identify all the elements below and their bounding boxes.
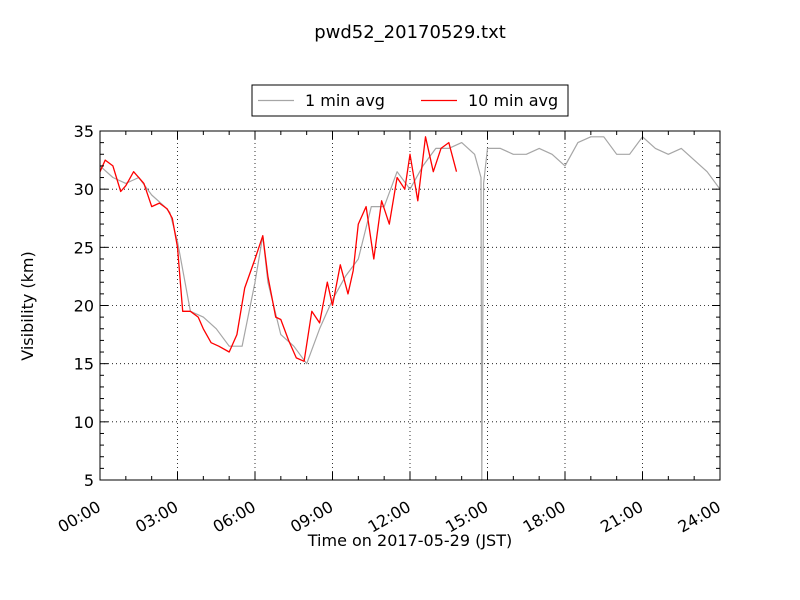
y-tick-label: 20 [74,297,94,316]
legend-label-1min: 1 min avg [305,91,385,110]
y-tick-label: 25 [74,238,94,257]
x-tick-label: 18:00 [520,497,569,537]
chart-title: pwd52_20170529.txt [314,22,506,43]
legend: 1 min avg 10 min avg [251,84,569,117]
y-tick-label: 10 [74,413,94,432]
y-tick-label: 15 [74,355,94,374]
y-tick-label: 35 [74,122,94,141]
x-tick-label: 06:00 [210,497,259,537]
x-tick-label: 21:00 [597,497,646,537]
x-tick-label: 24:00 [675,497,724,537]
x-axis-label: Time on 2017-05-29 (JST) [307,531,512,550]
y-tick-label: 5 [84,471,94,490]
y-tick-label: 30 [74,180,94,199]
axis-ticks: 00:00 03:00 06:00 09:00 12:00 15:00 18:00 21:00… [55,122,724,537]
x-tick-label: 00:00 [55,497,104,537]
x-tick-label: 03:00 [132,497,181,537]
series-1min-avg-line [99,136,721,481]
series-10min-avg-line [99,136,458,362]
plot-area [99,136,721,481]
y-axis-label: Visibility (km) [18,251,37,360]
grid [100,131,720,480]
legend-box [251,84,569,117]
legend-label-10min: 10 min avg [468,91,558,110]
